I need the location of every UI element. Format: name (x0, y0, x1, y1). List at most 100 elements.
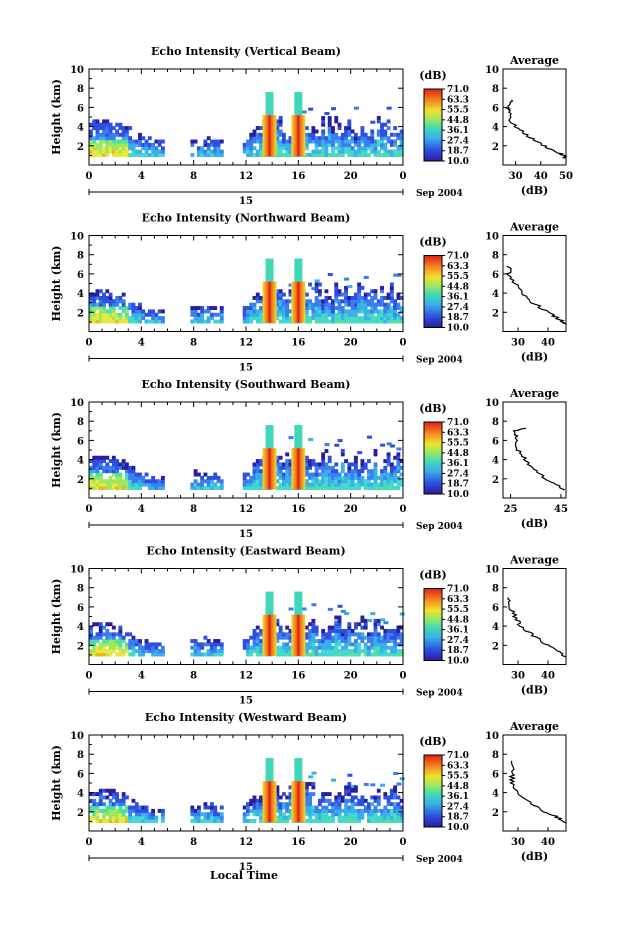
heatmap-cell (331, 129, 335, 134)
heatmap-cell (147, 649, 152, 654)
heatmap-cell (376, 302, 381, 307)
heatmap-cell (200, 319, 205, 324)
heatmap-cell (196, 146, 201, 151)
heatmap-cell (285, 475, 290, 480)
heatmap-cell (399, 129, 404, 134)
heatmap-cell (141, 652, 146, 657)
heatmap-cell (363, 139, 368, 144)
heatmap-cell (393, 632, 398, 637)
heatmap-cell (95, 805, 100, 810)
heatmap-cell (105, 808, 110, 813)
heatmap-cell (389, 142, 394, 147)
heatmap-cell (350, 788, 355, 793)
heatmap-cell (98, 142, 103, 147)
heatmap-cell (308, 795, 313, 800)
heatmap-cell (151, 649, 156, 654)
heatmap-cell (141, 479, 146, 484)
heatmap-cell (399, 639, 404, 644)
heatmap-cell (331, 819, 335, 823)
heatmap-cell (334, 146, 339, 151)
heatmap-cell (370, 312, 375, 317)
heatmap-cell (151, 815, 156, 820)
heatmap-cell (210, 475, 214, 480)
heatmap-cell (314, 625, 319, 630)
heatmap-cell (288, 649, 293, 654)
heatmap-cell (118, 642, 123, 647)
heatmap-cell (242, 319, 247, 324)
heatmap-cell (275, 618, 280, 623)
heatmap-cell (249, 149, 254, 154)
heatmap-cell (337, 649, 342, 654)
heatmap-cell (259, 639, 263, 644)
heatmap-cell (219, 316, 224, 321)
heatmap-cell (311, 459, 316, 464)
heatmap-cell (383, 146, 388, 151)
profile-x-tick-label: 30 (511, 837, 525, 848)
heatmap-cell (340, 652, 345, 657)
heatmap-cell (373, 452, 378, 457)
heatmap-cell (105, 652, 110, 657)
colorbar-tick-label: 27.4 (447, 469, 469, 479)
heatmap-cell (334, 285, 339, 290)
heatmap-cell (350, 475, 355, 480)
heatmap-cell (108, 479, 113, 484)
heatmap-cell (363, 652, 368, 657)
heatmap-cell (144, 479, 149, 484)
heatmap-cell (347, 139, 352, 144)
heatmap-cell (281, 299, 286, 304)
heatmap-cell (383, 812, 388, 817)
heatmap-cell (98, 319, 103, 324)
profile-line (507, 597, 567, 658)
heatmap-cell (131, 652, 136, 657)
heatmap-cell (141, 645, 146, 650)
heatmap-cell (399, 465, 404, 470)
heatmap-cell (203, 812, 208, 817)
heatmap-cell (327, 808, 332, 813)
heatmap-cell (102, 632, 106, 637)
heatmap-cell (317, 465, 322, 470)
heatmap-cell (285, 649, 290, 654)
heatmap-cell (334, 472, 339, 477)
heatmap-cell (308, 139, 313, 144)
heatmap-cell (89, 146, 93, 151)
heatmap-cell (383, 621, 389, 625)
heatmap-cell (334, 645, 339, 650)
heatmap-cell (393, 639, 398, 644)
heatmap-cell (92, 299, 97, 304)
heatmap-cell (357, 649, 362, 654)
heatmap-cell (363, 292, 368, 297)
heatmap-cell (357, 469, 362, 474)
heatmap-cell (324, 139, 329, 144)
heatmap-cell (288, 153, 293, 157)
heatmap-cell (118, 299, 123, 304)
heatmap-cell (92, 815, 97, 820)
heatmap-cell (206, 153, 211, 157)
heatmap-cell (160, 819, 165, 823)
heatmap-cell (124, 469, 129, 474)
heatmap-cell (327, 475, 332, 480)
heatmap-cell (138, 153, 142, 157)
heatmap-cell (154, 815, 159, 820)
heatmap-cell (128, 316, 133, 321)
heatmap-cell (115, 319, 120, 324)
heatmap-cell (249, 132, 254, 137)
heatmap-cell (242, 479, 247, 484)
y-axis-label: Height (km) (50, 579, 63, 655)
heatmap-cell (399, 142, 404, 147)
heatmap-cell (89, 309, 93, 314)
heatmap-cell (314, 652, 319, 657)
heatmap-cell (363, 805, 368, 810)
heatmap-cell (121, 459, 126, 464)
heatmap-cell (252, 465, 257, 470)
heatmap-cell (118, 812, 123, 817)
heatmap-cell (396, 132, 401, 137)
heatmap-cell (278, 319, 283, 324)
heatmap-cell (92, 805, 97, 810)
heatmap-cell (255, 798, 260, 803)
heatmap-cell (95, 632, 100, 637)
profile-y-tick-label: 6 (492, 603, 499, 614)
heatmap-cell (190, 819, 195, 823)
heatmap-cell (337, 482, 342, 487)
heatmap-cell (353, 645, 358, 650)
heatmap-cell (308, 465, 313, 470)
